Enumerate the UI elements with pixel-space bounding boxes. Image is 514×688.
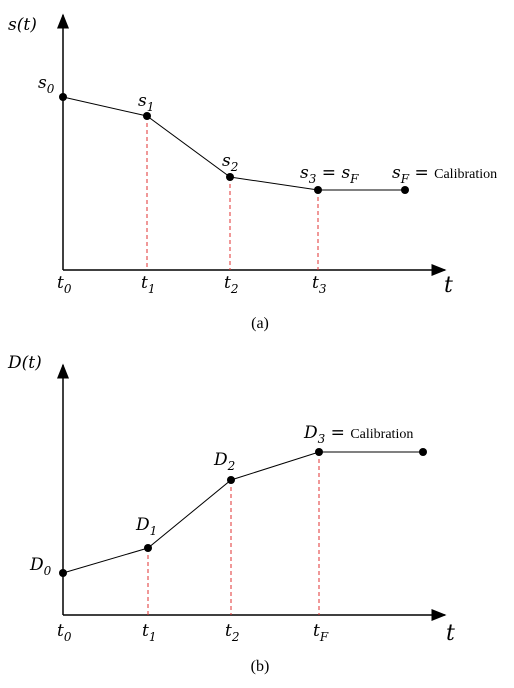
point bbox=[401, 186, 409, 194]
x-axis-label: t bbox=[446, 621, 455, 646]
y-axis-label-part: s(t) bbox=[8, 15, 37, 35]
x-tick-label-part: 1 bbox=[149, 630, 157, 644]
point-label: s0 bbox=[38, 73, 55, 96]
x-tick-label: t2 bbox=[224, 273, 238, 296]
x-tick-label-part: 3 bbox=[319, 282, 327, 296]
point bbox=[315, 448, 323, 456]
x-tick-label: t0 bbox=[57, 273, 72, 296]
point bbox=[419, 448, 427, 456]
x-tick-label-part: t bbox=[225, 621, 232, 641]
point-label-part: s bbox=[300, 163, 309, 183]
point bbox=[314, 186, 322, 194]
x-tick-label-part: t bbox=[312, 273, 319, 293]
point-label-part: s bbox=[38, 73, 47, 93]
x-tick-label: t1 bbox=[141, 273, 155, 296]
point-label-part: 0 bbox=[47, 82, 55, 96]
x-tick-label-part: t bbox=[142, 621, 149, 641]
point-label-part: D bbox=[303, 423, 318, 443]
point-label-part: = bbox=[409, 163, 434, 183]
point-label-part: 1 bbox=[150, 524, 158, 538]
x-tick-label-part: F bbox=[319, 630, 329, 644]
x-tick-label-part: t bbox=[313, 621, 320, 641]
point-label: s3 = sF bbox=[300, 163, 359, 186]
point-label-part: 1 bbox=[147, 100, 155, 114]
x-tick-label-part: 1 bbox=[148, 282, 156, 296]
curve bbox=[62, 451, 423, 574]
x-tick-label: tF bbox=[313, 621, 329, 644]
point-label-part: s bbox=[138, 91, 147, 111]
point-label-part: s bbox=[392, 163, 401, 183]
point-label: s1 bbox=[138, 91, 154, 114]
point-label-part: 2 bbox=[230, 160, 239, 174]
point-label: D3 = Calibration bbox=[303, 423, 413, 446]
point-label-part: D bbox=[29, 555, 44, 575]
point-label: sF = Calibration bbox=[392, 163, 497, 186]
point-label-part: = bbox=[316, 163, 341, 183]
point-label-part: 3 bbox=[309, 172, 317, 186]
point-label: s2 bbox=[222, 151, 238, 174]
point bbox=[143, 112, 151, 120]
x-tick-label-part: 2 bbox=[230, 282, 239, 296]
point-label-part: 2 bbox=[227, 459, 236, 473]
point-label: D1 bbox=[135, 515, 157, 538]
x-tick-label-part: 0 bbox=[64, 630, 72, 644]
x-tick-label-part: t bbox=[141, 273, 148, 293]
point-label-part: Calibration bbox=[434, 167, 497, 182]
point-label-part: D bbox=[135, 515, 150, 535]
x-tick-label: t3 bbox=[312, 273, 327, 296]
x-tick-label-part: 2 bbox=[231, 630, 240, 644]
point bbox=[226, 173, 234, 181]
x-tick-label-part: t bbox=[57, 621, 64, 641]
point-label-part: s bbox=[341, 163, 350, 183]
point-label-part: F bbox=[349, 172, 359, 186]
point-label-part: 0 bbox=[44, 564, 52, 578]
point bbox=[144, 544, 152, 552]
point-label-part: F bbox=[400, 172, 410, 186]
x-tick-label-part: 0 bbox=[64, 282, 72, 296]
x-tick-label: t0 bbox=[57, 621, 72, 644]
point bbox=[59, 93, 67, 101]
point-label: D2 bbox=[213, 450, 235, 473]
caption: (a) bbox=[251, 315, 269, 332]
x-tick-label-part: t bbox=[224, 273, 231, 293]
x-tick-label: t2 bbox=[225, 621, 239, 644]
point bbox=[59, 569, 67, 577]
point-label-part: Calibration bbox=[350, 427, 413, 442]
point-label-part: D bbox=[213, 450, 228, 470]
y-axis-label: D(t) bbox=[7, 353, 42, 373]
x-axis-label: t bbox=[444, 273, 453, 298]
caption: (b) bbox=[251, 658, 270, 675]
point-label-part: s bbox=[222, 151, 231, 171]
x-tick-label: t1 bbox=[142, 621, 156, 644]
x-axis-label-part: t bbox=[446, 621, 455, 646]
y-axis-label-part: D(t) bbox=[7, 353, 42, 373]
y-axis-label: s(t) bbox=[8, 15, 37, 35]
point-label: D0 bbox=[29, 555, 52, 578]
point-label-part: 3 bbox=[318, 432, 326, 446]
point-label-part: = bbox=[325, 423, 350, 443]
x-axis-label-part: t bbox=[444, 273, 453, 298]
x-tick-label-part: t bbox=[57, 273, 64, 293]
point bbox=[227, 476, 235, 484]
